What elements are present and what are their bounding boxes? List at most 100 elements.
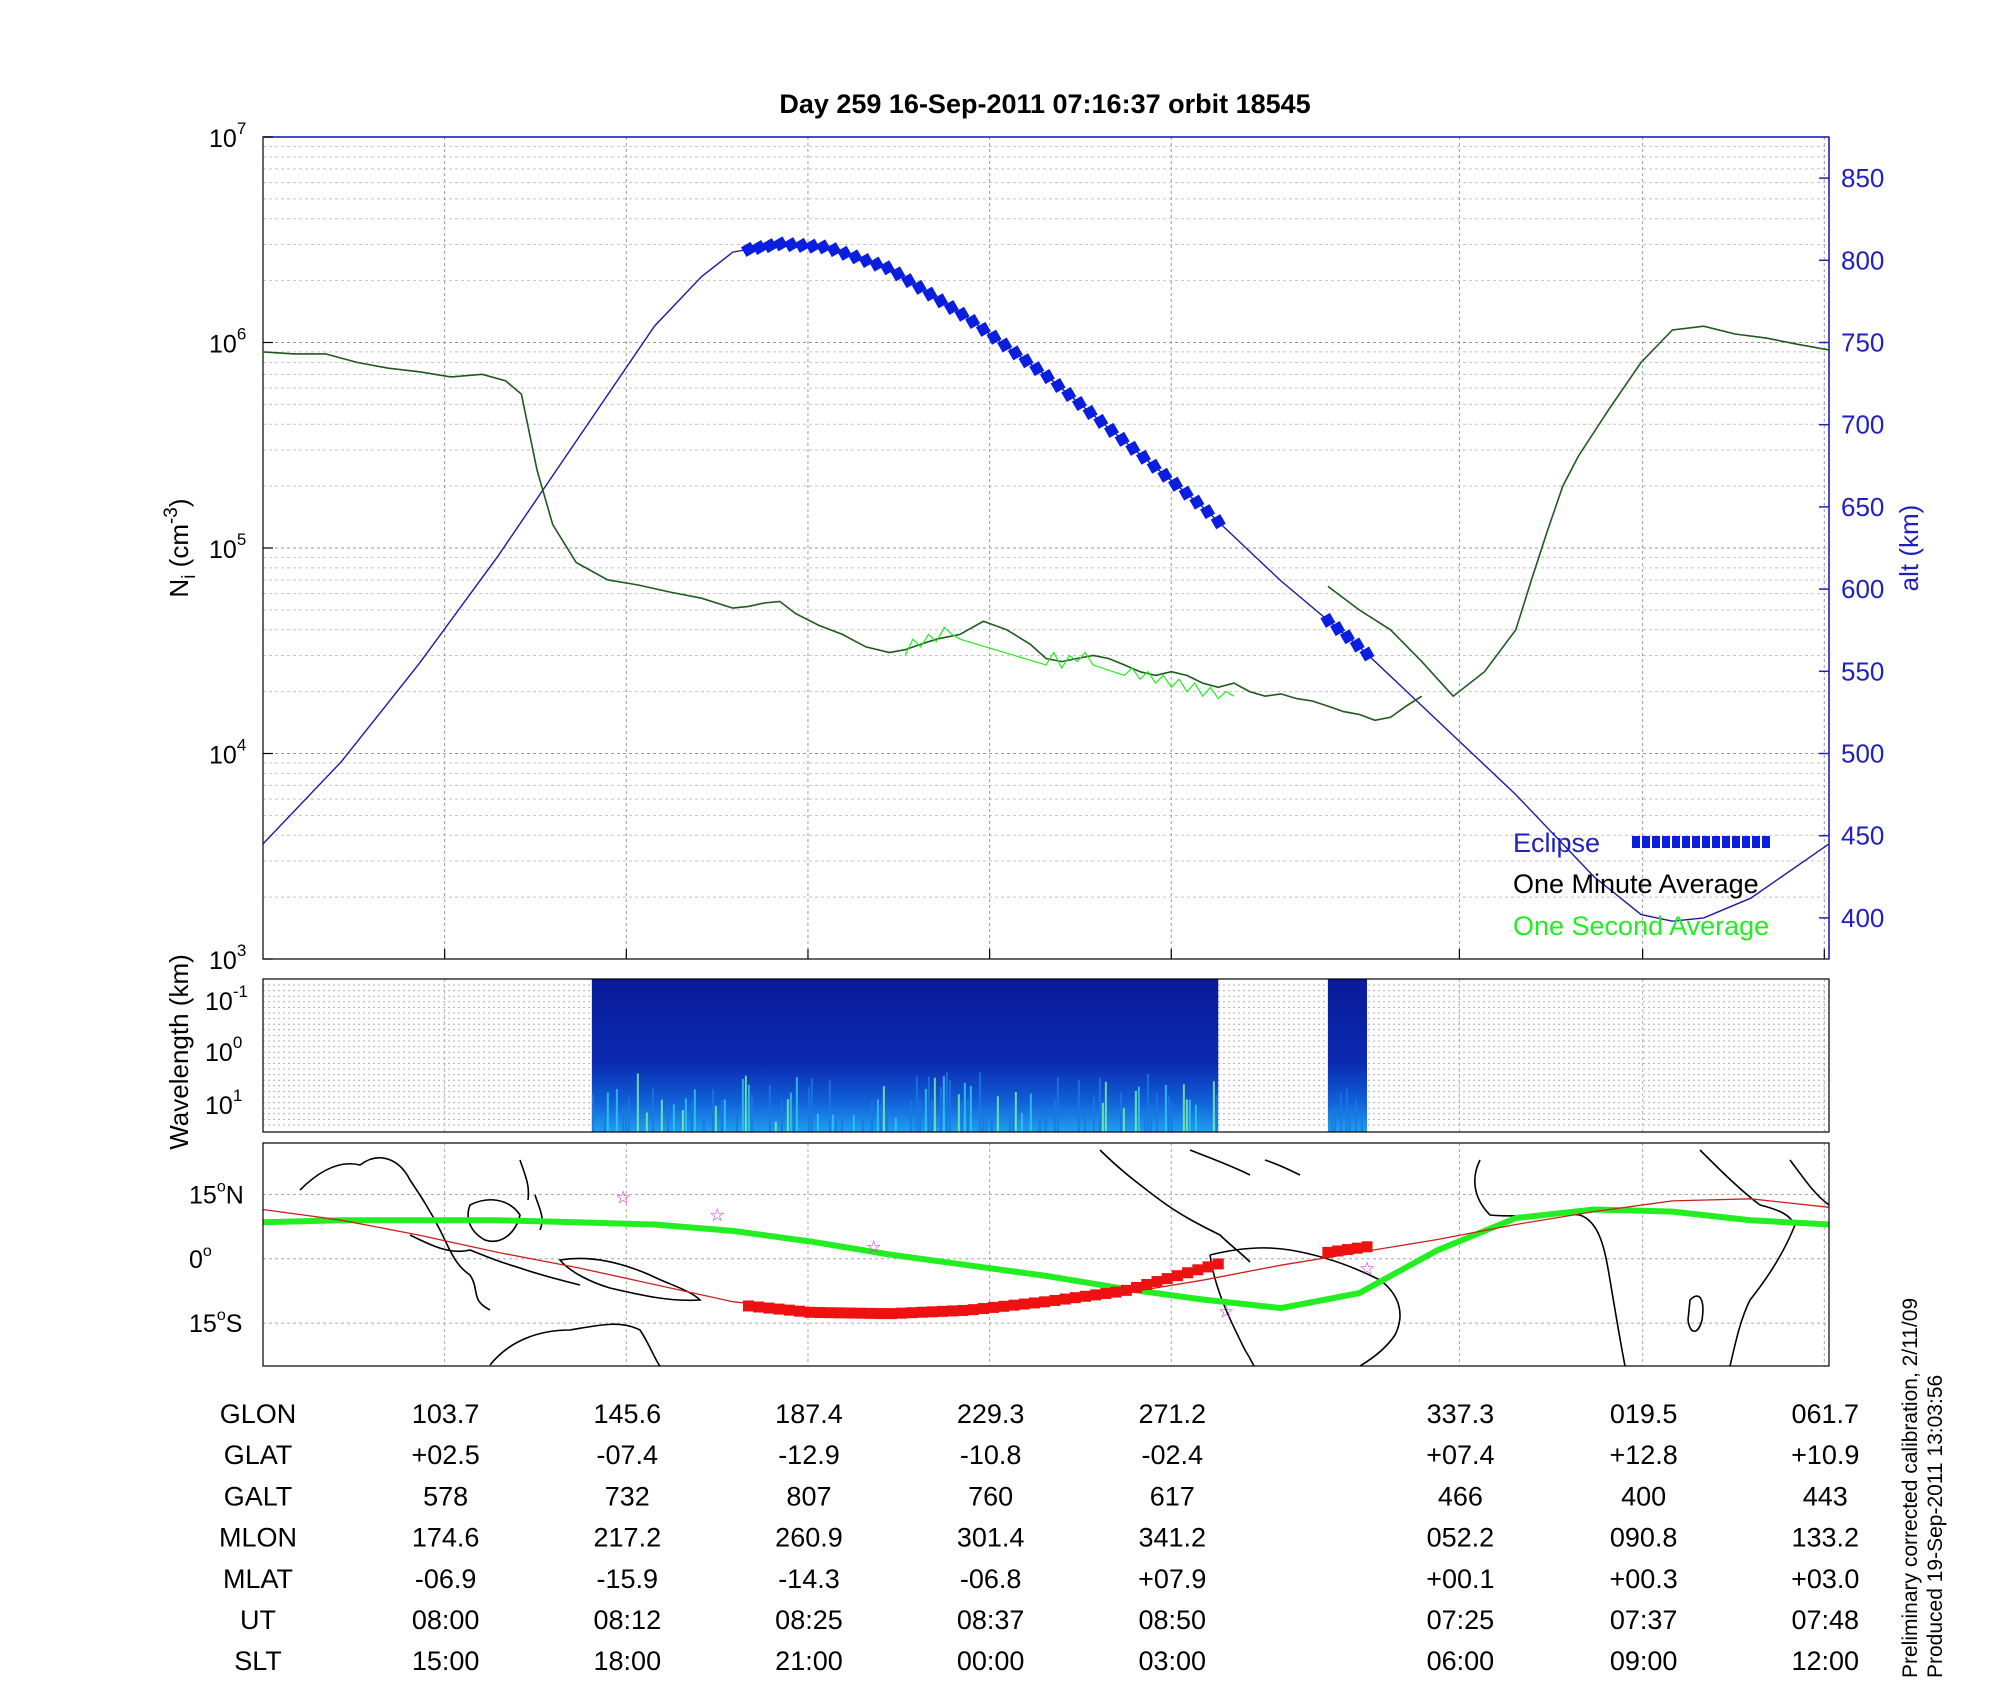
coastline-asia	[299, 1156, 491, 1311]
density-y-tick-label: 105	[209, 530, 246, 564]
eclipse-track-marker	[1202, 1261, 1214, 1273]
eclipse-marker	[751, 239, 767, 255]
spectrogram-streak	[1101, 1102, 1104, 1132]
eclipse-marker	[922, 286, 938, 302]
spectrogram-streak	[840, 1118, 843, 1132]
spectrogram-streak	[1083, 1108, 1086, 1132]
spectrogram-streak	[1119, 1092, 1122, 1132]
spectrogram-streak	[744, 1075, 747, 1132]
eclipse-marker	[1210, 514, 1226, 530]
eclipse-track-marker	[1110, 1286, 1122, 1298]
spectrogram-streak	[978, 1072, 981, 1132]
spectrogram-streak	[684, 1098, 687, 1132]
table-cell: 760	[968, 1481, 1013, 1511]
spectrogram-streak	[666, 1105, 669, 1132]
legend-eclipse-mark	[1632, 836, 1640, 848]
density-y-tick-base: 10	[209, 742, 237, 770]
table-cell: 133.2	[1792, 1523, 1860, 1553]
eclipse-marker	[1189, 494, 1205, 510]
table-cell: 08:37	[957, 1605, 1025, 1635]
eclipse-track-marker	[977, 1303, 989, 1315]
table-cell: 061.7	[1792, 1399, 1860, 1429]
spectrogram-streak	[1185, 1099, 1188, 1132]
spectrogram-streak	[780, 1099, 783, 1132]
table-cell: 400	[1621, 1481, 1666, 1511]
eclipse-marker	[783, 237, 799, 253]
map-y-tick-hemisphere: N	[226, 1181, 244, 1209]
table-row-label: UT	[240, 1605, 276, 1635]
spectrogram-streak	[1170, 1102, 1173, 1132]
spectrogram-streak	[789, 1092, 792, 1132]
table-cell: 145.6	[594, 1399, 662, 1429]
map-y-tick-hemisphere: S	[226, 1310, 243, 1338]
spectrogram-streak	[621, 1110, 624, 1132]
table-cell: 07:48	[1792, 1605, 1860, 1635]
spectrogram-streak	[1038, 1109, 1041, 1132]
table-cell: 174.6	[412, 1523, 480, 1553]
spectrogram-streak	[924, 1088, 927, 1132]
eclipse-marker	[1082, 404, 1098, 420]
wavelength-y-tick-exp: 1	[233, 1086, 242, 1105]
spectrogram-streak	[870, 1101, 873, 1132]
table-cell: 08:00	[412, 1605, 480, 1635]
eclipse-marker	[805, 238, 821, 254]
eclipse-track-marker	[773, 1303, 785, 1315]
spectrogram-streak	[960, 1102, 963, 1132]
altitude-line	[263, 243, 1829, 922]
density-y-tick-base: 10	[209, 331, 237, 359]
wavelength-y-tick-base: 10	[205, 1039, 233, 1067]
map-y-tick-label: 0o	[189, 1243, 212, 1274]
spectrogram-streak	[1134, 1091, 1137, 1132]
legend-one-minute-average: One Minute Average	[1513, 869, 1759, 899]
eclipse-track-marker	[947, 1305, 959, 1317]
table-cell: -15.9	[597, 1564, 659, 1594]
table-cell: -07.4	[597, 1440, 659, 1470]
eclipse-marker	[933, 293, 949, 309]
altitude-y-tick-label: 700	[1841, 410, 1884, 440]
spectrogram-streak	[963, 1082, 966, 1132]
spectrogram-streak	[807, 1087, 810, 1132]
eclipse-marker	[1157, 467, 1173, 483]
table-cell: 019.5	[1610, 1399, 1678, 1429]
table-cell: 337.3	[1427, 1399, 1495, 1429]
spectrogram-streak	[615, 1089, 618, 1132]
table-cell: 271.2	[1138, 1399, 1206, 1429]
eclipse-marker	[794, 237, 810, 253]
legend-eclipse-mark	[1642, 836, 1650, 848]
eclipse-track-marker	[1192, 1264, 1204, 1276]
spectrogram-streak	[1330, 1114, 1333, 1132]
table-cell: 443	[1803, 1481, 1848, 1511]
wavelength-y-tick-exp: -1	[233, 982, 248, 1001]
legend-eclipse-mark	[1712, 836, 1720, 848]
table-cell: +07.4	[1426, 1440, 1494, 1470]
density-layer	[263, 325, 1829, 722]
legend-eclipse-mark	[1722, 836, 1730, 848]
eclipse-marker	[858, 252, 874, 269]
spectrogram-streak	[1077, 1079, 1080, 1132]
eclipse-marker	[1103, 422, 1120, 438]
spectrogram-streak	[882, 1086, 885, 1132]
table-cell: 466	[1438, 1481, 1483, 1511]
spectrogram-streak	[1029, 1093, 1032, 1132]
eclipse-marker	[1136, 449, 1152, 465]
station-star-icon: ☆	[1359, 1258, 1375, 1278]
table-row-label: GLON	[220, 1399, 297, 1429]
one-second-average-line	[904, 626, 1235, 700]
eclipse-track-marker	[763, 1302, 775, 1314]
altitude-y-tick-label: 400	[1841, 903, 1884, 933]
altitude-y-tick-label: 600	[1841, 574, 1884, 604]
coastline-australia	[489, 1323, 661, 1366]
spectrogram-streak	[651, 1088, 654, 1132]
station-star-icon: ☆	[866, 1237, 882, 1257]
eclipse-marker	[1320, 612, 1336, 628]
density-y-tick-exp: 6	[237, 325, 246, 344]
eclipse-track-marker	[742, 1300, 754, 1312]
coastline-borneo	[467, 1199, 521, 1242]
spectrogram-streak	[702, 1117, 705, 1132]
spectrogram-streak	[1212, 1081, 1215, 1132]
density-y-label-exp: -3	[161, 507, 182, 524]
eclipse-track-marker	[875, 1308, 887, 1320]
altitude-y-tick-label: 750	[1841, 328, 1884, 358]
